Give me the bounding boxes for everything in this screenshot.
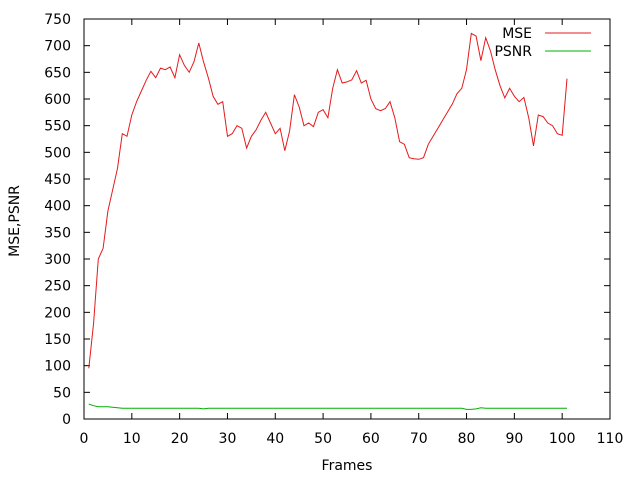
y-axis-title: MSE,PSNR bbox=[7, 185, 23, 257]
y-tick-label: 150 bbox=[44, 332, 71, 348]
y-tick-label: 0 bbox=[62, 412, 71, 428]
y-tick-label: 250 bbox=[44, 279, 71, 295]
y-tick-label: 400 bbox=[44, 199, 71, 215]
x-tick-label: 40 bbox=[266, 431, 284, 447]
x-tick-label: 0 bbox=[80, 431, 89, 447]
y-tick-label: 700 bbox=[44, 39, 71, 55]
y-tick-label: 350 bbox=[44, 225, 71, 241]
plot-area bbox=[83, 18, 611, 420]
y-tick-label: 550 bbox=[44, 119, 71, 135]
legend-label-psnr: PSNR bbox=[494, 44, 532, 60]
x-tick-label: 10 bbox=[123, 431, 141, 447]
y-tick-label: 50 bbox=[53, 385, 71, 401]
series-line-mse bbox=[88, 32, 568, 369]
x-tick-label: 80 bbox=[458, 431, 476, 447]
legend: MSE PSNR bbox=[494, 26, 591, 60]
y-tick-label: 500 bbox=[44, 145, 71, 161]
y-tick-label: 750 bbox=[44, 12, 71, 28]
x-tick-label: 70 bbox=[410, 431, 428, 447]
legend-label-mse: MSE bbox=[502, 26, 532, 42]
x-tick-label: 110 bbox=[597, 431, 624, 447]
y-tick-label: 200 bbox=[44, 305, 71, 321]
x-tick-label: 20 bbox=[171, 431, 189, 447]
y-tick-label: 450 bbox=[44, 172, 71, 188]
x-tick-label: 30 bbox=[219, 431, 237, 447]
series-line-psnr bbox=[88, 403, 567, 410]
plot-border bbox=[83, 18, 611, 420]
x-tick-label: 50 bbox=[314, 431, 332, 447]
x-tick-label: 60 bbox=[362, 431, 380, 447]
y-tick-label: 100 bbox=[44, 359, 71, 375]
y-axis: 0 50 100 150 200 250 300 350 400 450 500 550 600 650 7… bbox=[44, 12, 610, 428]
x-axis-title: Frames bbox=[322, 458, 373, 474]
y-tick-label: 600 bbox=[44, 92, 71, 108]
series-layer bbox=[88, 32, 568, 410]
x-axis: 0 10 20 30 40 50 60 70 80 90 100 110 bbox=[80, 19, 624, 447]
x-tick-label: 90 bbox=[505, 431, 523, 447]
x-tick-label: 100 bbox=[549, 431, 576, 447]
y-tick-label: 300 bbox=[44, 252, 71, 268]
y-tick-label: 650 bbox=[44, 65, 71, 81]
